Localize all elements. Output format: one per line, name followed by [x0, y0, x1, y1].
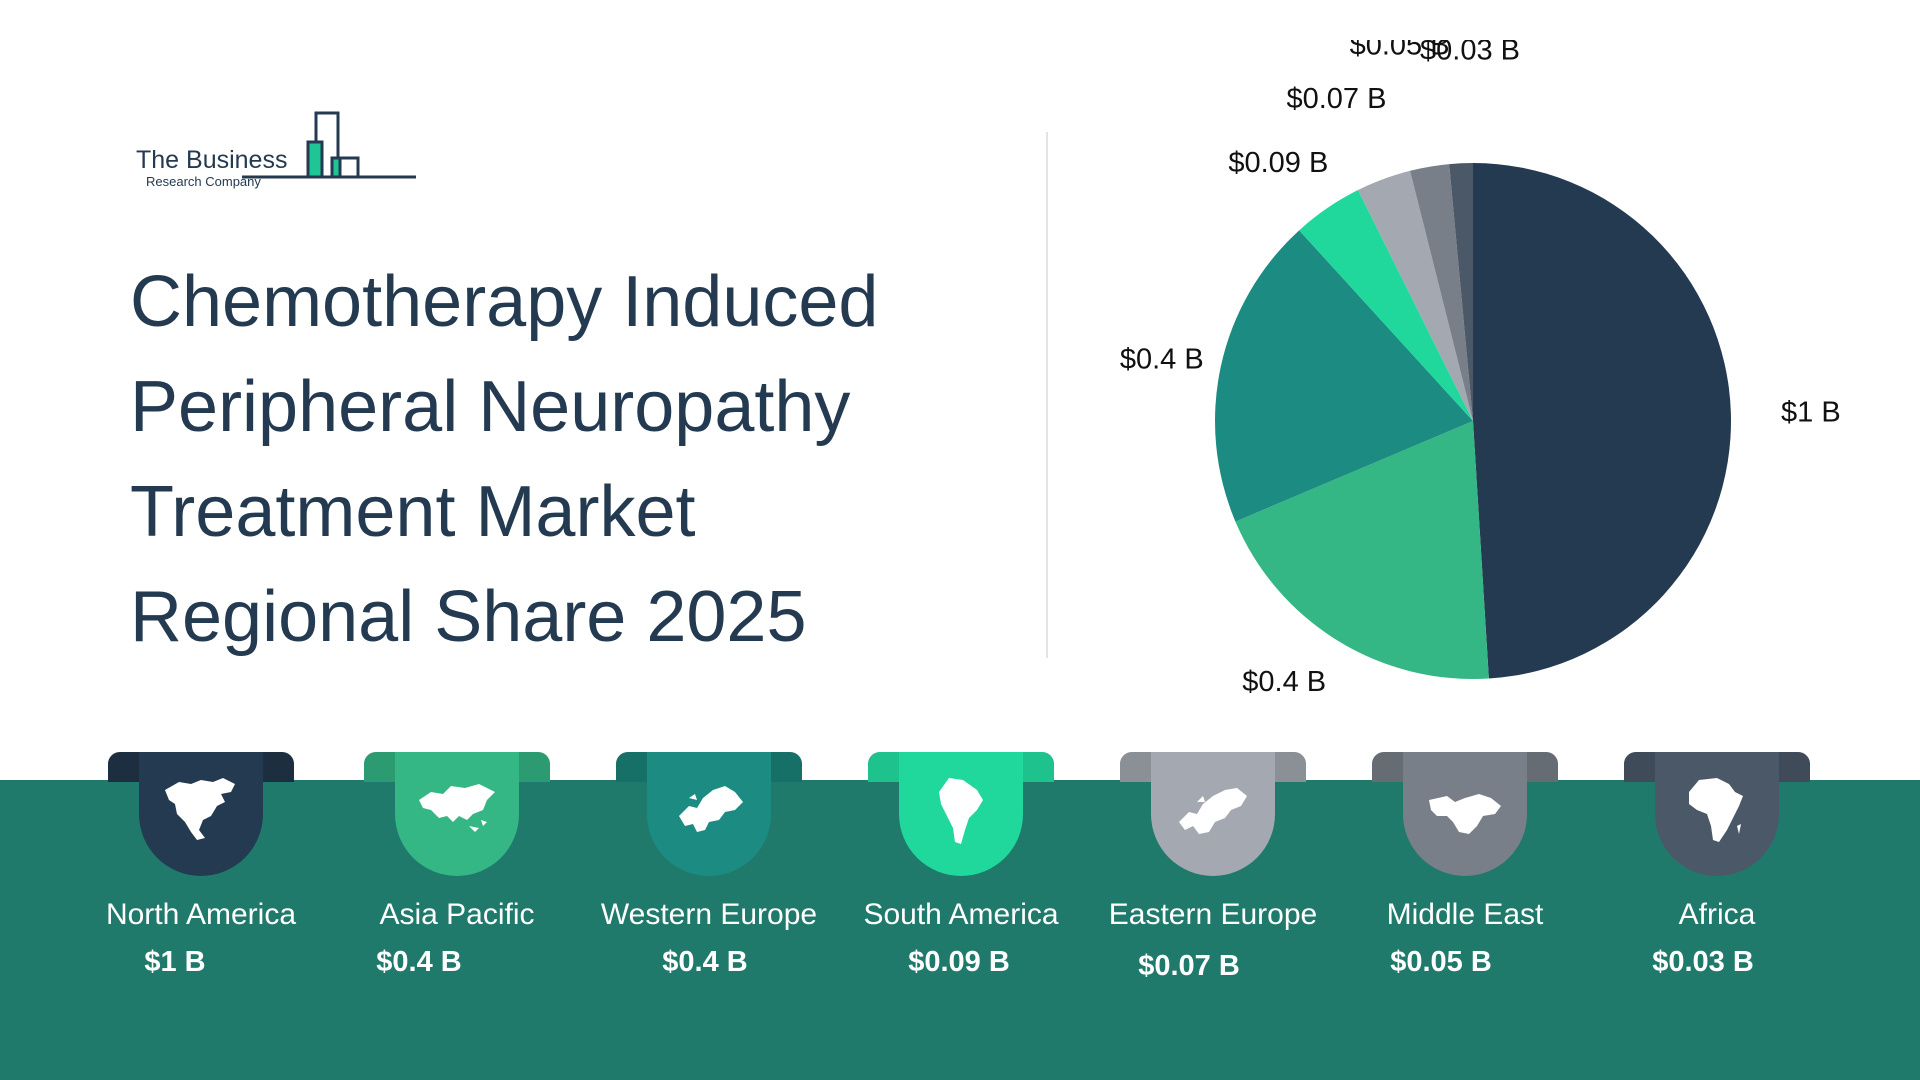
region-badge — [1151, 752, 1275, 876]
logo-subname: Research Company — [146, 174, 261, 189]
region-name: Asia Pacific — [379, 898, 535, 931]
regional-share-pie-chart: $1 B $0.4 B $0.4 B $0.09 B $0.07 B $0.05 B$0.… — [1120, 40, 1841, 698]
region-card-middle-east: Middle East $0.05 B — [1340, 752, 1590, 992]
north-america-map-icon — [165, 778, 235, 840]
pie-slice-north-america — [1473, 163, 1731, 679]
region-name: Western Europe — [600, 898, 818, 931]
pie-slice-western-europe — [1215, 230, 1473, 522]
region-value: $0.4 B — [662, 946, 748, 978]
region-badge — [1655, 752, 1779, 876]
south-america-map-icon — [939, 778, 983, 844]
region-badge — [647, 752, 771, 876]
region-value: $0.03 B — [1652, 946, 1754, 978]
title-line: Regional Share 2025 — [130, 577, 807, 657]
pie-slice-asia-pacific — [1235, 421, 1489, 679]
region-value: $0.07 B — [1138, 950, 1240, 982]
region-badge — [395, 752, 519, 876]
region-value: $0.4 B — [376, 946, 462, 978]
pie-data-label: $1 B — [1781, 396, 1841, 428]
africa-map-icon — [1689, 778, 1743, 842]
region-name: Middle East — [1386, 898, 1544, 931]
pie-data-label: $0.07 B — [1286, 83, 1386, 115]
pie-data-label: $0.05 B — [1350, 40, 1450, 61]
company-logo: The Business Research Company — [132, 108, 422, 198]
region-badge — [899, 752, 1023, 876]
pie-slice-eastern-europe — [1357, 170, 1473, 421]
region-value: $1 B — [144, 946, 206, 978]
title-line: Chemotherapy Induced — [130, 262, 879, 342]
logo-name: The Business — [136, 146, 288, 174]
pie-slice-africa — [1449, 163, 1473, 421]
pie-data-label: $0.09 B — [1228, 147, 1328, 179]
region-name: Africa — [1678, 898, 1756, 931]
western-europe-map-icon — [679, 786, 743, 832]
region-value: $0.05 B — [1390, 946, 1492, 978]
asia-map-icon — [419, 784, 495, 832]
region-name: South America — [863, 898, 1059, 931]
page-title: Chemotherapy Induced Peripheral Neuropat… — [130, 250, 990, 670]
pie-slice-south-america — [1299, 190, 1473, 421]
title-line: Treatment Market — [130, 472, 696, 552]
logo-bars-icon — [242, 111, 416, 179]
pie-data-label: $0.03 B — [1420, 40, 1520, 66]
region-card-north-america: North America $1 B — [76, 752, 326, 992]
vertical-divider — [1046, 132, 1048, 658]
pie-data-label: $0.4 B — [1120, 344, 1204, 376]
region-badge — [1403, 752, 1527, 876]
region-card-south-america: South America $0.09 B — [836, 752, 1086, 992]
title-line: Peripheral Neuropathy — [130, 367, 851, 447]
region-card-western-europe: Western Europe $0.4 B — [584, 752, 834, 992]
pie-data-label: $0.4 B — [1242, 666, 1326, 698]
region-name: North America — [105, 898, 297, 931]
eastern-europe-map-icon — [1179, 788, 1247, 834]
region-card-eastern-europe: Eastern Europe $0.07 B — [1088, 752, 1338, 992]
region-card-africa: Africa $0.03 B — [1592, 752, 1842, 992]
region-value: $0.09 B — [908, 946, 1010, 978]
middle-east-map-icon — [1429, 794, 1501, 834]
region-badge — [139, 752, 263, 876]
pie-slice-middle-east — [1410, 164, 1473, 421]
region-name: Eastern Europe — [1108, 898, 1318, 931]
region-card-asia-pacific: Asia Pacific $0.4 B — [332, 752, 582, 992]
